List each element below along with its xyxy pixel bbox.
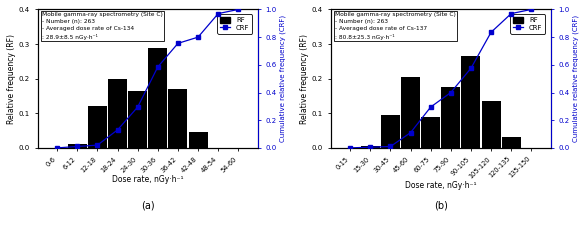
X-axis label: Dose rate, nGy·h⁻¹: Dose rate, nGy·h⁻¹ xyxy=(405,181,476,190)
Bar xyxy=(381,115,400,148)
Bar xyxy=(502,137,521,148)
Bar xyxy=(168,89,188,148)
Bar xyxy=(189,132,207,148)
Bar xyxy=(128,91,147,148)
Legend: RF, CRF: RF, CRF xyxy=(510,14,545,34)
Text: Mobile gamma-ray spectrometry (Site C)
- Number (n): 263
- Averaged dose rate of: Mobile gamma-ray spectrometry (Site C) -… xyxy=(335,12,456,40)
Text: Mobile gamma-ray spectrometry (Site C)
- Number (n): 263
- Averaged dose rate of: Mobile gamma-ray spectrometry (Site C) -… xyxy=(42,12,163,40)
Bar xyxy=(461,56,481,148)
Bar xyxy=(68,144,87,148)
Bar xyxy=(361,146,380,148)
Y-axis label: Cumulative relative frequency (CRF): Cumulative relative frequency (CRF) xyxy=(573,15,579,142)
Bar xyxy=(148,48,168,148)
X-axis label: Dose rate, nGy·h⁻¹: Dose rate, nGy·h⁻¹ xyxy=(112,175,183,184)
Bar xyxy=(441,87,461,148)
Bar xyxy=(401,77,420,148)
Legend: RF, CRF: RF, CRF xyxy=(217,14,252,34)
Bar xyxy=(482,101,500,148)
Bar xyxy=(108,79,127,148)
Y-axis label: Relative frequency (RF): Relative frequency (RF) xyxy=(7,34,16,124)
Y-axis label: Relative frequency (RF): Relative frequency (RF) xyxy=(300,34,309,124)
Bar xyxy=(421,117,440,148)
Y-axis label: Cumulative relative frequency (CRF): Cumulative relative frequency (CRF) xyxy=(280,15,286,142)
Bar xyxy=(88,106,107,148)
Text: (a): (a) xyxy=(141,200,155,210)
Text: (b): (b) xyxy=(434,200,448,210)
